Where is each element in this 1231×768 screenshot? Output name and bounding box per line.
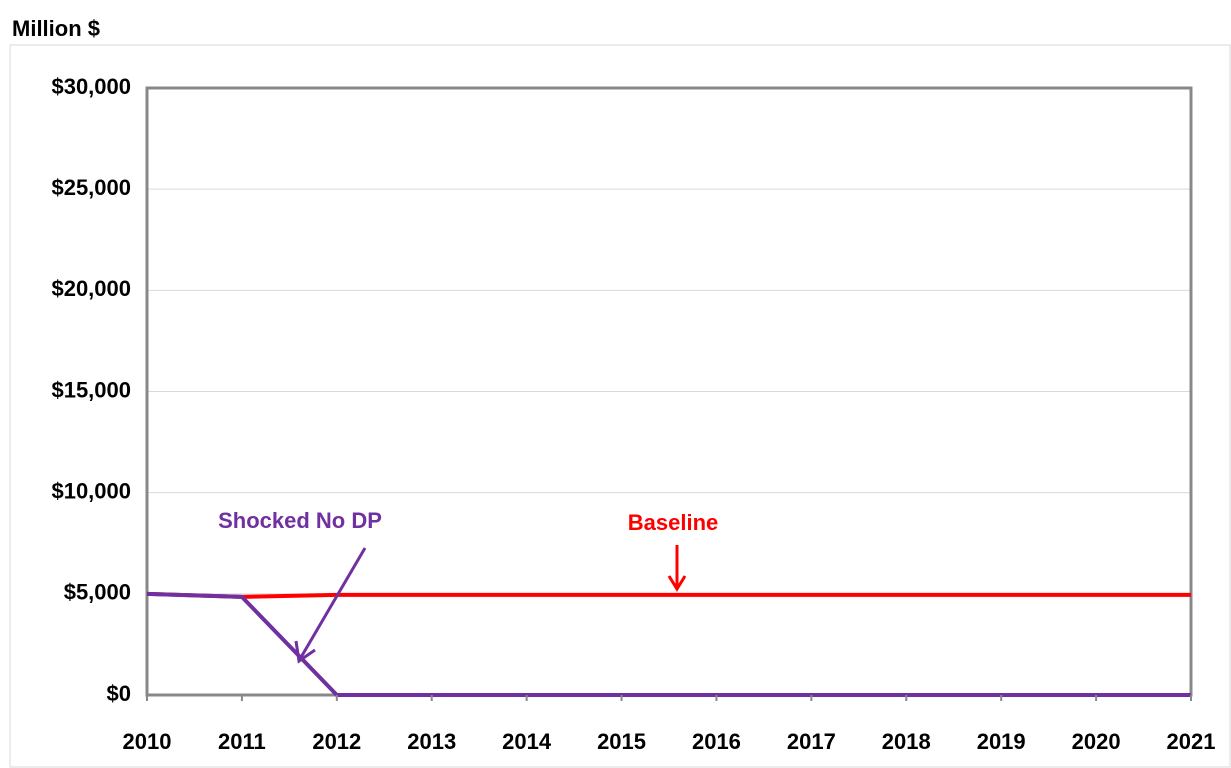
y-tick-label: $20,000 (51, 276, 131, 301)
series-line (146, 591, 1191, 697)
chart-frame (9, 44, 1231, 768)
x-tick-label: 2013 (407, 729, 456, 754)
y-axis-label: Million $ (12, 16, 100, 41)
y-tick-label: $10,000 (51, 478, 131, 503)
y-tick-label: $5,000 (64, 580, 131, 605)
x-tick-label: 2015 (597, 729, 646, 754)
x-tick-label: 2016 (692, 729, 741, 754)
series-label: Baseline (628, 510, 719, 535)
x-tick-label: 2012 (312, 729, 361, 754)
arrow (667, 545, 687, 592)
x-tick-label: 2011 (218, 729, 266, 754)
x-tick-label: 2010 (123, 729, 172, 754)
series-label: Shocked No DP (218, 508, 382, 533)
x-tick-label: 2018 (882, 729, 931, 754)
x-tick-label: 2021 (1167, 729, 1216, 754)
y-tick-label: $25,000 (51, 175, 131, 200)
x-tick-label: 2019 (977, 729, 1026, 754)
x-tick-label: 2014 (502, 729, 552, 754)
x-tick-label: 2020 (1072, 729, 1121, 754)
x-tick-label: 2017 (787, 729, 836, 754)
series-line (146, 591, 1191, 599)
arrow (294, 547, 367, 664)
y-tick-label: $0 (107, 681, 131, 706)
y-tick-label: $15,000 (51, 377, 131, 402)
y-tick-label: $30,000 (51, 74, 131, 99)
